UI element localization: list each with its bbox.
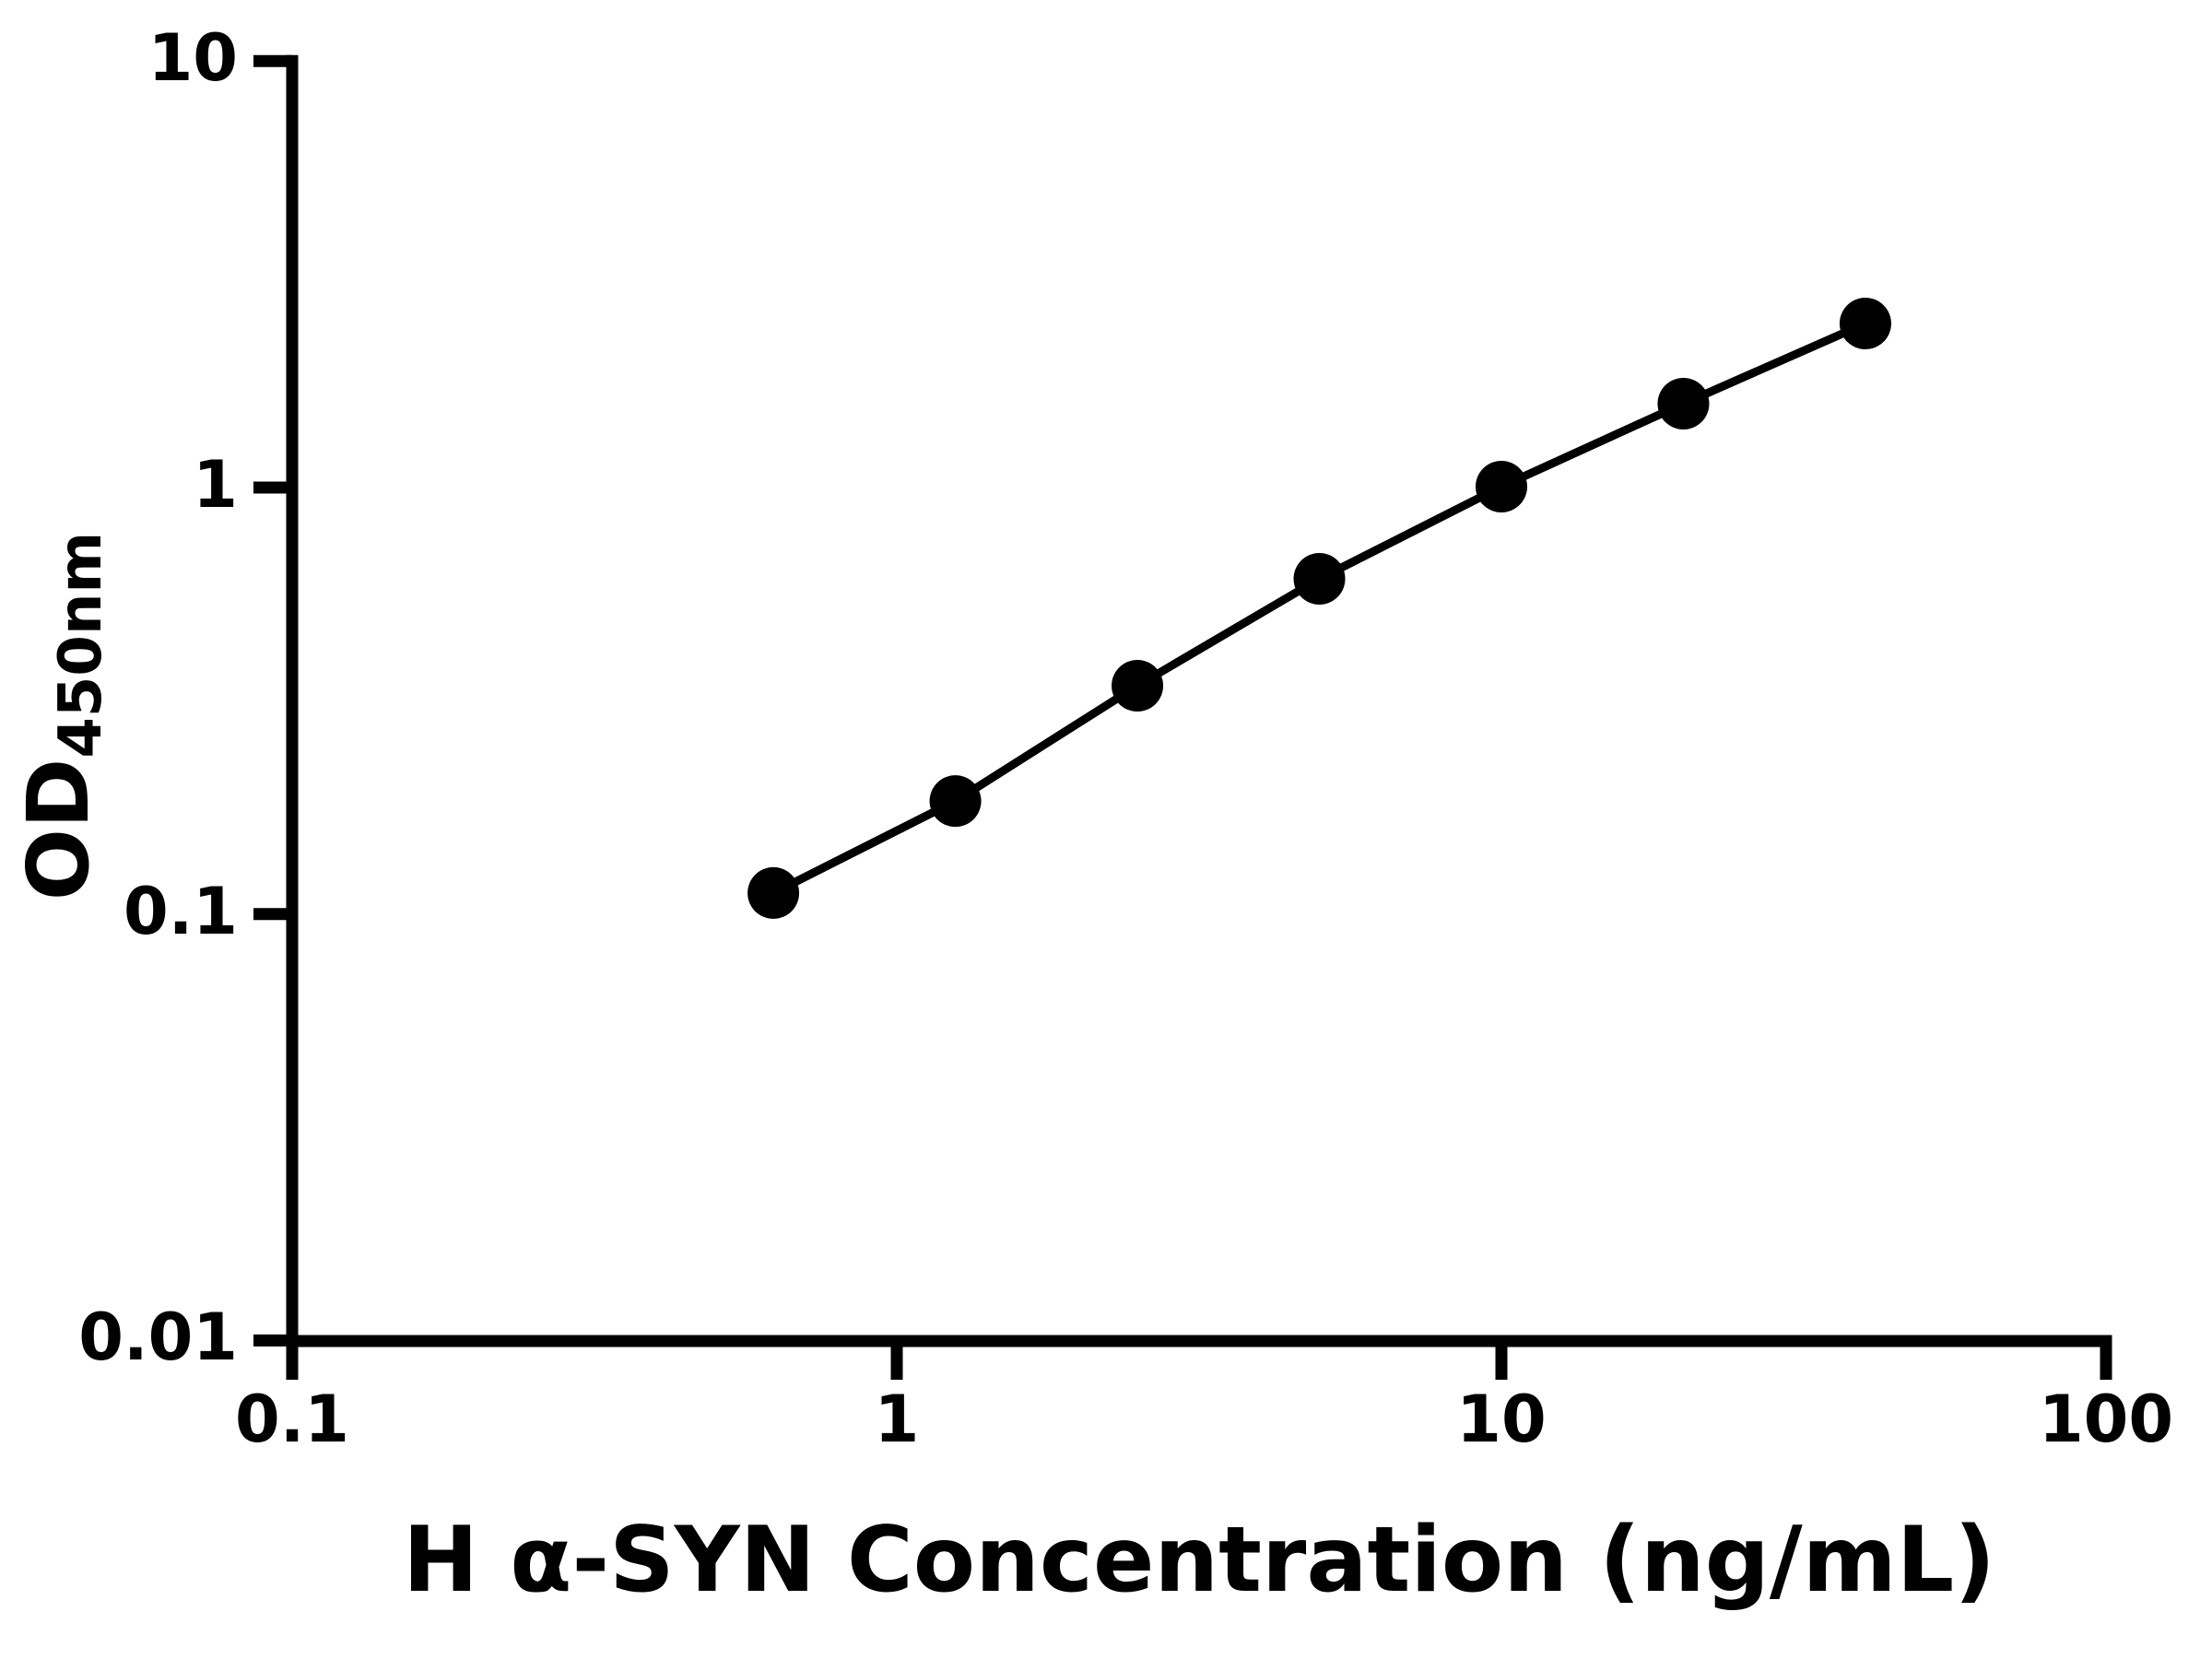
data-point-marker bbox=[1293, 552, 1346, 605]
y-axis-title: OD450nm bbox=[9, 532, 115, 900]
y-tick-label: 10 bbox=[147, 20, 238, 97]
y-tick-label: 0.1 bbox=[123, 873, 238, 949]
y-axis-title-main: OD bbox=[9, 758, 108, 901]
x-tick-label: 0.1 bbox=[234, 1382, 349, 1457]
x-tick-label: 100 bbox=[2038, 1382, 2174, 1457]
y-tick-label: 1 bbox=[193, 447, 238, 524]
y-axis-title-subscript: 450nm bbox=[47, 531, 115, 759]
x-tick-label: 10 bbox=[1456, 1382, 1547, 1457]
data-point-marker bbox=[1476, 460, 1527, 512]
data-point-marker bbox=[1657, 377, 1710, 429]
x-tick-label: 1 bbox=[874, 1382, 920, 1457]
x-axis-title: H α-SYN Concentration (ng/mL) bbox=[403, 1508, 1995, 1613]
data-point-marker bbox=[1112, 660, 1164, 712]
data-point-marker bbox=[1839, 297, 1891, 349]
data-point-marker bbox=[929, 775, 982, 828]
data-point-marker bbox=[747, 866, 800, 919]
y-tick-label: 0.01 bbox=[78, 1300, 238, 1376]
